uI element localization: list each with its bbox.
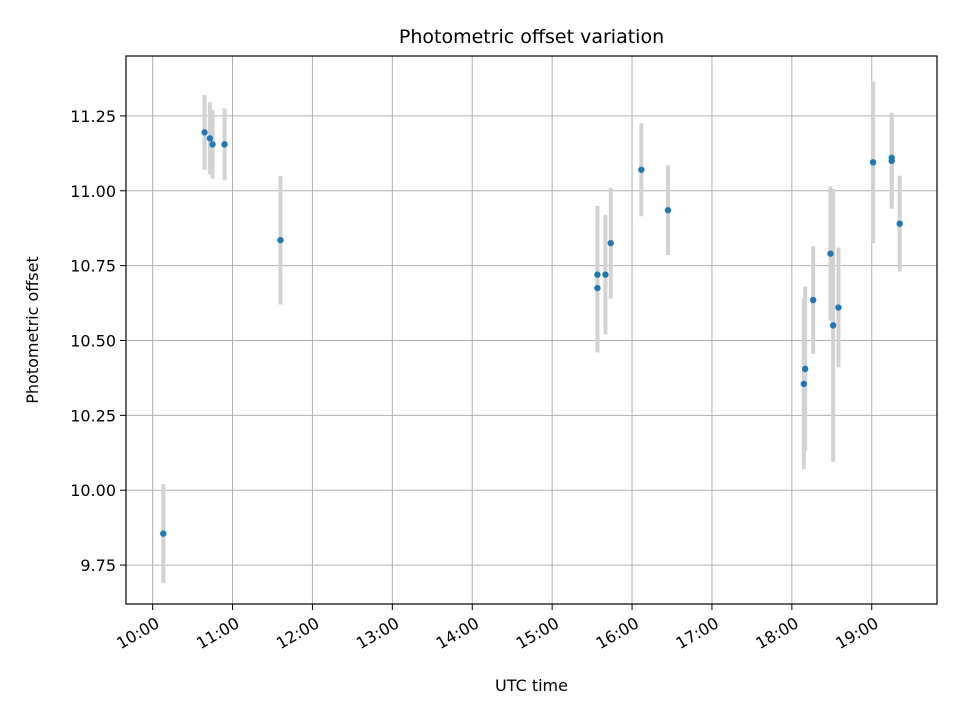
y-tick-label: 10.00 (70, 481, 116, 500)
data-point (602, 271, 609, 278)
y-tick-label: 10.50 (70, 331, 116, 350)
data-point (607, 239, 614, 247)
data-point (201, 129, 208, 136)
data-point (835, 304, 842, 311)
y-axis-label: Photometric offset (23, 256, 42, 404)
data-point (638, 166, 645, 173)
data-point (206, 135, 214, 142)
data-point (896, 220, 903, 227)
y-tick-label: 10.25 (70, 406, 116, 425)
data-point (594, 271, 601, 278)
data-point (800, 380, 808, 388)
y-axis: 9.75 10.00 10.25 10.50 10.75 11.00 11.25 (70, 107, 126, 575)
data-point (221, 141, 228, 148)
data-point (209, 141, 216, 148)
data-point (888, 157, 895, 165)
data-points (160, 129, 903, 537)
data-point (809, 296, 817, 304)
data-point (664, 207, 672, 214)
y-tick-label: 11.00 (70, 182, 116, 201)
chart-title: Photometric offset variation (399, 26, 664, 48)
plot-frame (125, 55, 938, 605)
y-tick-label: 10.75 (70, 257, 116, 276)
data-point (594, 284, 601, 292)
data-point (869, 159, 877, 166)
data-point (827, 250, 834, 257)
data-point (160, 530, 167, 537)
data-point (801, 365, 809, 373)
data-point (277, 236, 284, 244)
data-point (829, 322, 837, 329)
x-axis-label: UTC time (495, 676, 568, 695)
y-tick-label: 9.75 (80, 556, 116, 575)
y-tick-label: 11.25 (70, 107, 116, 126)
